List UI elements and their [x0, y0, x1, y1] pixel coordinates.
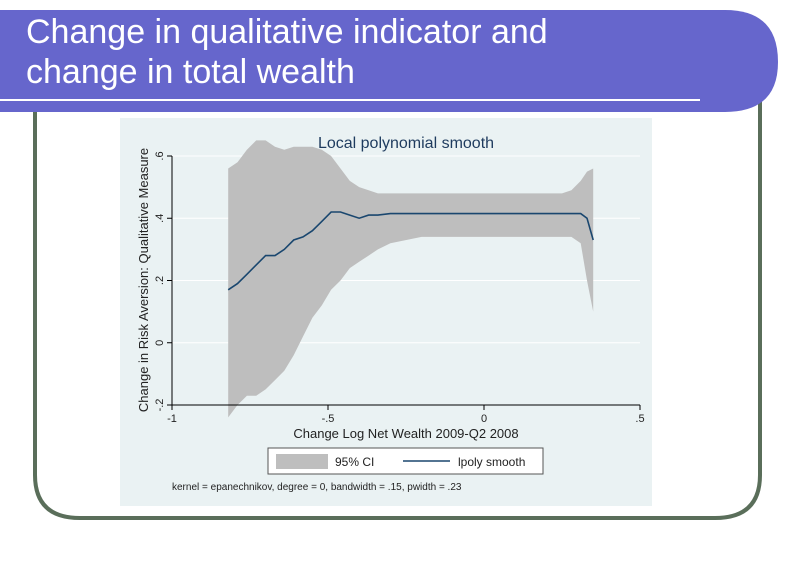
ci-band-layer	[228, 140, 594, 418]
slide-title-line-2: change in total wealth	[26, 53, 355, 91]
chart-title: Local polynomial smooth	[318, 135, 494, 152]
slide-title-line-1: Change in qualitative indicator and	[26, 13, 548, 51]
y-tick-label: -.2	[154, 399, 166, 412]
y-axis-label: Change in Risk Aversion: Qualitative Mea…	[136, 148, 151, 412]
slide-title: Change in qualitative indicator and chan…	[26, 12, 766, 92]
x-tick-label: 0	[481, 413, 487, 425]
smooth-line-layer	[227, 211, 594, 291]
chart-figure: -.2 0 .2 .4 .6 -1 -.5 0 .5 Local polynomial smoo…	[120, 118, 652, 506]
x-tick-label: -1	[167, 413, 177, 425]
chart-svg: -.2 0 .2 .4 .6 -1 -.5 0 .5 Local polynomial smoo…	[136, 135, 645, 493]
y-tick-label: .2	[154, 276, 166, 285]
legend: 95% CI lpoly smooth	[267, 447, 544, 475]
x-tick-label: .5	[635, 413, 644, 425]
legend-ci-label: 95% CI	[335, 455, 374, 469]
chart-note: kernel = epanechnikov, degree = 0, bandw…	[172, 482, 462, 493]
legend-line-label: lpoly smooth	[458, 455, 525, 469]
ci-band	[228, 140, 594, 418]
axes: -.2 0 .2 .4 .6 -1 -.5 0 .5	[154, 151, 645, 425]
y-tick-label: .4	[154, 214, 166, 223]
lpoly-smooth-line	[227, 211, 594, 291]
y-tick-label: .6	[154, 151, 166, 160]
x-tick-label: -.5	[322, 413, 335, 425]
title-bar	[0, 10, 778, 112]
y-tick-label: 0	[154, 340, 166, 346]
legend-ci-swatch	[276, 454, 328, 469]
x-axis-label: Change Log Net Wealth 2009-Q2 2008	[293, 426, 518, 441]
slide-border	[33, 100, 762, 520]
